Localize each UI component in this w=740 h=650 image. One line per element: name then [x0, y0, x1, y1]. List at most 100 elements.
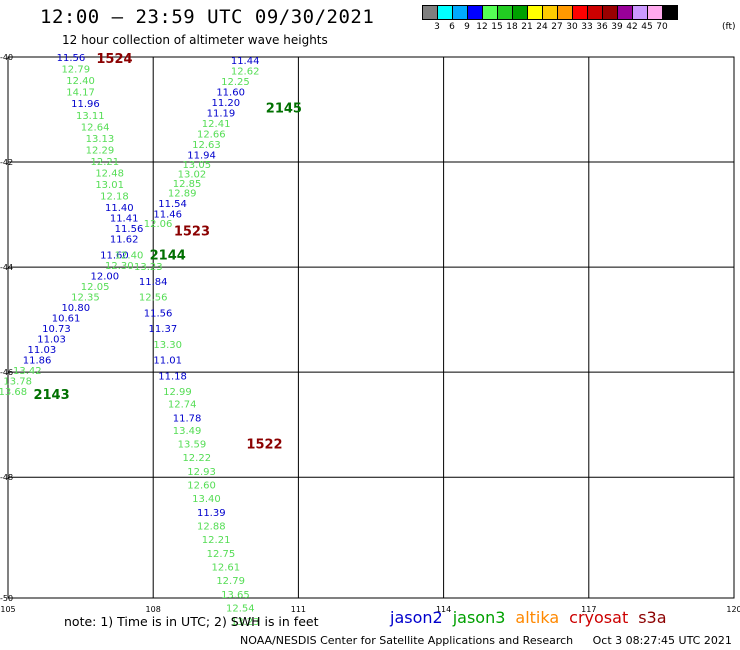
wave-height-value: 10.73: [42, 324, 71, 335]
wave-height-value: 12.22: [182, 453, 211, 464]
wave-height-value: 14.17: [66, 88, 95, 99]
lon-label: 120: [726, 605, 740, 614]
legend-label: 33: [581, 22, 593, 32]
wave-height-legend: 3 6 9 12 15 18 21 24 27 30 33 36 39 42 45 70 (ft): [422, 5, 736, 34]
wave-height-value: 12.75: [207, 549, 236, 560]
wave-height-value: 12.85: [173, 179, 202, 190]
wave-height-value: 13.78: [3, 377, 32, 388]
wave-height-value: 10.61: [52, 314, 81, 325]
legend-label: 36: [596, 22, 608, 32]
wave-height-value: 13.05: [182, 160, 211, 171]
wave-height-value: 11.60: [216, 88, 245, 99]
track-label: 1524: [96, 52, 132, 67]
wave-height-value: 12.62: [231, 67, 260, 78]
wave-height-value: 12.18: [100, 192, 129, 203]
wave-height-value: 11.18: [158, 371, 187, 382]
wave-height-value: 13.49: [173, 426, 202, 437]
legend-swatches: [422, 5, 678, 20]
credit-text: NOAA/NESDIS Center for Satellite Applica…: [240, 634, 574, 647]
wave-height-value: 11.84: [139, 277, 168, 288]
lat-label: -50: [0, 594, 13, 603]
wave-height-value: 11.37: [149, 324, 178, 335]
wave-height-value: 13.30: [153, 340, 182, 351]
wave-height-value: 12.79: [61, 65, 90, 76]
lat-label: -42: [0, 158, 13, 167]
wave-height-value: 12.21: [202, 535, 231, 546]
track-label: 1522: [246, 438, 282, 453]
legend-label: 18: [506, 22, 518, 32]
wave-height-value: 12.54: [226, 603, 255, 614]
wave-height-value: 11.78: [173, 413, 202, 424]
wave-height-value: 12.79: [216, 576, 245, 587]
wave-height-value: 13.68: [0, 387, 27, 398]
wave-height-value: 12.48: [95, 169, 124, 180]
wave-height-value: 12.40: [66, 76, 95, 87]
wave-height-value: 13.40: [192, 494, 221, 505]
legend-label: 42: [626, 22, 638, 32]
wave-height-value: 11.96: [71, 99, 100, 110]
wave-height-value: 11.03: [28, 345, 57, 356]
wave-height-value: 12.25: [221, 77, 250, 88]
wave-height-value: 13.23: [231, 617, 260, 628]
wave-height-value: 12.61: [211, 562, 240, 573]
wave-height-value: 12.06: [144, 219, 173, 230]
legend-label: 6: [449, 22, 455, 32]
wave-height-value: 13.23: [134, 262, 163, 273]
wave-height-value: 11.03: [37, 335, 66, 346]
wave-height-value: 12.64: [81, 122, 110, 133]
wave-height-value: 12.35: [71, 293, 100, 304]
satellite-jason2: jason2: [390, 608, 443, 627]
wave-height-value: 11.86: [23, 356, 52, 367]
wave-height-value: 13.42: [13, 366, 42, 377]
wave-height-value: 13.11: [76, 111, 105, 122]
generated-timestamp: Oct 3 08:27:45 UTC 2021: [592, 634, 732, 647]
track-label: 1523: [174, 224, 210, 239]
wave-height-value: 12.63: [192, 140, 221, 151]
legend-label: 39: [611, 22, 623, 32]
wave-height-value: 11.56: [57, 53, 86, 64]
wave-height-value: 11.46: [153, 210, 182, 221]
wave-height-value: 11.39: [197, 508, 226, 519]
track-label: 2143: [33, 388, 69, 403]
track-label: 2145: [266, 101, 302, 116]
wave-height-value: 12.74: [168, 400, 197, 411]
footer-note: note: 1) Time is in UTC; 2) SWH is in fe…: [64, 614, 319, 629]
legend-label: 27: [551, 22, 563, 32]
wave-height-value: 12.56: [139, 293, 168, 304]
lat-label: -44: [0, 263, 13, 272]
map-subtitle: 12 hour collection of altimeter wave hei…: [62, 33, 328, 47]
lat-label: -46: [0, 368, 13, 377]
wave-height-value: 13.65: [221, 590, 250, 601]
wave-height-value: 12.93: [187, 467, 216, 478]
lat-label: -48: [0, 473, 13, 482]
satellite-s3a: s3a: [638, 608, 667, 627]
wave-height-value: 12.89: [168, 189, 197, 200]
wave-height-value: 11.40: [105, 203, 134, 214]
wave-height-value: 13.59: [178, 440, 207, 451]
wave-height-value: 11.01: [153, 356, 182, 367]
wave-height-value: 10.80: [61, 303, 90, 314]
wave-height-value: 12.21: [90, 157, 119, 168]
legend-unit: (ft): [722, 22, 736, 32]
wave-height-value: 11.56: [144, 308, 173, 319]
wave-height-value: 11.54: [158, 199, 187, 210]
legend-label: 3: [434, 22, 440, 32]
legend-label: 24: [536, 22, 548, 32]
map-title: 12:00 – 23:59 UTC 09/30/2021: [40, 6, 375, 28]
wave-height-value: 12.40: [115, 250, 144, 261]
lon-label: 108: [146, 605, 161, 614]
legend-labels: 3 6 9 12 15 18 21 24 27 30 33 36 39 42 45 70: [422, 22, 677, 34]
wave-height-value: 13.13: [86, 134, 115, 145]
wave-height-value: 12.88: [197, 522, 226, 533]
wave-height-value: 12.60: [187, 481, 216, 492]
satellite-jason3: jason3: [452, 608, 506, 627]
lon-label: 105: [0, 605, 15, 614]
legend-label: 70: [656, 22, 668, 32]
legend-swatch: [662, 5, 678, 20]
legend-label: 21: [521, 22, 533, 32]
wave-height-value: 11.94: [187, 151, 216, 162]
wave-height-value: 12.05: [81, 282, 110, 293]
wave-height-value: 13.01: [95, 180, 124, 191]
wave-height-value: 13.02: [178, 170, 207, 181]
